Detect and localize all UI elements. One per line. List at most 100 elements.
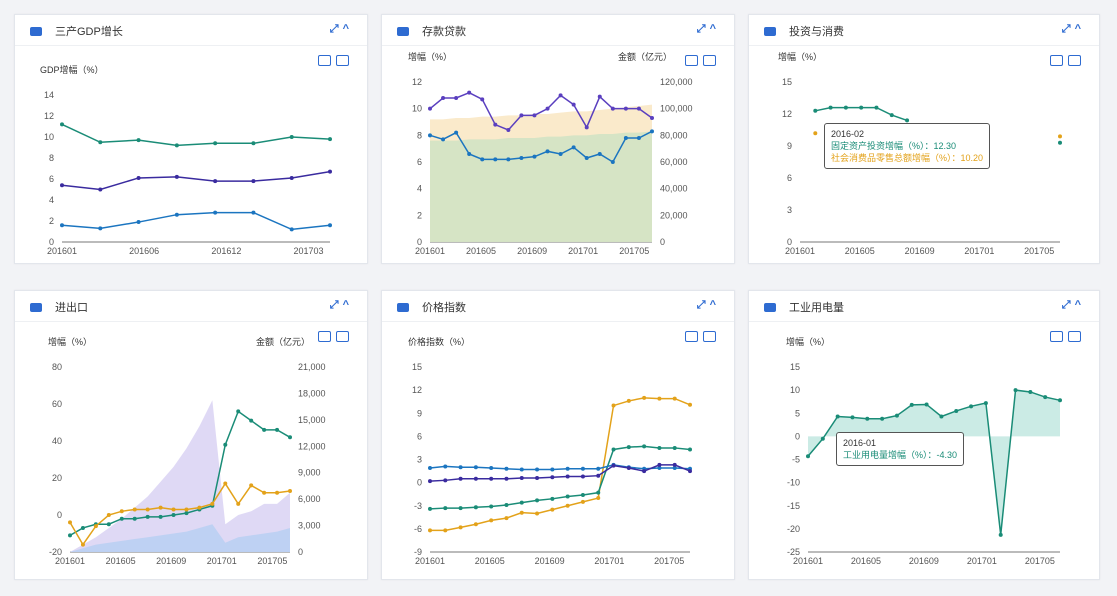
data-point[interactable] [610, 106, 615, 111]
data-point[interactable] [428, 506, 432, 511]
data-point[interactable] [874, 105, 879, 110]
data-point[interactable] [480, 157, 485, 162]
data-point[interactable] [688, 447, 692, 452]
data-point[interactable] [865, 416, 870, 421]
data-point[interactable] [571, 102, 576, 107]
data-point[interactable] [145, 507, 150, 512]
data-point[interactable] [535, 476, 540, 480]
data-point[interactable] [1058, 140, 1062, 145]
data-point[interactable] [443, 478, 448, 483]
data-point[interactable] [443, 506, 448, 511]
data-point[interactable] [119, 509, 124, 514]
data-point[interactable] [441, 96, 446, 100]
data-point[interactable] [428, 106, 432, 111]
save-icon[interactable] [336, 331, 349, 342]
data-point[interactable] [657, 465, 662, 470]
expand-icon[interactable]: ⤢ [329, 299, 343, 311]
data-point[interactable] [580, 474, 585, 479]
data-point[interactable] [983, 401, 988, 406]
data-point[interactable] [806, 454, 810, 459]
data-point[interactable] [428, 479, 432, 484]
data-point[interactable] [954, 408, 959, 413]
data-point[interactable] [289, 227, 294, 232]
save-icon[interactable] [703, 55, 716, 66]
data-point[interactable] [145, 514, 150, 519]
data-point[interactable] [136, 175, 141, 180]
data-point[interactable] [550, 496, 555, 501]
data-point[interactable] [136, 138, 141, 143]
data-point[interactable] [504, 516, 509, 521]
data-point[interactable] [558, 152, 563, 156]
data-point[interactable] [98, 187, 103, 192]
data-point[interactable] [80, 525, 85, 530]
collapse-icon[interactable]: ^ [1074, 23, 1085, 35]
data-point[interactable] [106, 513, 111, 517]
data-point[interactable] [184, 507, 189, 512]
data-point[interactable] [636, 136, 641, 140]
data-point[interactable] [504, 502, 509, 507]
data-point[interactable] [236, 409, 241, 414]
data-point[interactable] [249, 483, 254, 488]
expand-icon[interactable]: ⤢ [696, 23, 710, 35]
data-point[interactable] [850, 415, 855, 420]
data-point[interactable] [611, 463, 616, 468]
data-point[interactable] [672, 445, 677, 450]
data-point[interactable] [580, 492, 585, 497]
panel-controls[interactable]: ⤢^ [330, 23, 353, 36]
data-point[interactable] [519, 510, 524, 515]
data-point[interactable] [843, 105, 848, 110]
data-point[interactable] [171, 513, 176, 517]
data-point[interactable] [93, 524, 98, 529]
data-point[interactable] [171, 507, 176, 512]
data-point[interactable] [210, 501, 215, 506]
data-point[interactable] [489, 518, 494, 523]
data-point[interactable] [550, 467, 555, 472]
data-point[interactable] [924, 402, 929, 407]
data-point[interactable] [545, 106, 550, 111]
data-point[interactable] [428, 528, 432, 533]
data-point[interactable] [1043, 395, 1048, 400]
data-point[interactable] [262, 427, 267, 432]
data-point[interactable] [489, 465, 494, 470]
data-point[interactable] [506, 128, 511, 132]
data-point[interactable] [813, 131, 818, 136]
data-point[interactable] [820, 436, 825, 441]
data-point[interactable] [223, 442, 228, 447]
data-point[interactable] [835, 414, 840, 419]
data-point[interactable] [213, 141, 218, 146]
data-point[interactable] [1013, 388, 1018, 393]
data-point[interactable] [158, 505, 163, 510]
data-point[interactable] [251, 141, 256, 146]
data-point[interactable] [880, 416, 885, 421]
restore-icon[interactable] [318, 55, 331, 66]
restore-icon[interactable] [318, 331, 331, 342]
data-point[interactable] [650, 129, 654, 134]
data-point[interactable] [688, 402, 692, 407]
data-point[interactable] [251, 179, 256, 184]
data-point[interactable] [328, 137, 332, 142]
data-point[interactable] [998, 532, 1003, 537]
data-point[interactable] [197, 505, 202, 510]
data-point[interactable] [894, 413, 899, 418]
data-point[interactable] [535, 498, 540, 503]
data-point[interactable] [443, 528, 448, 533]
data-point[interactable] [889, 113, 894, 118]
data-point[interactable] [580, 499, 585, 504]
data-point[interactable] [262, 490, 267, 495]
data-point[interactable] [506, 157, 511, 162]
data-point[interactable] [174, 143, 179, 148]
save-icon[interactable] [1068, 331, 1081, 342]
expand-icon[interactable]: ⤢ [696, 299, 710, 311]
data-point[interactable] [642, 469, 647, 474]
data-point[interactable] [623, 106, 628, 111]
data-point[interactable] [828, 105, 833, 110]
data-point[interactable] [60, 183, 64, 188]
data-point[interactable] [493, 122, 498, 127]
data-point[interactable] [596, 466, 601, 471]
data-point[interactable] [596, 490, 601, 495]
data-point[interactable] [489, 476, 494, 481]
data-point[interactable] [473, 522, 478, 527]
panel-controls[interactable]: ⤢^ [330, 299, 353, 312]
data-point[interactable] [565, 474, 570, 479]
data-point[interactable] [596, 496, 601, 501]
